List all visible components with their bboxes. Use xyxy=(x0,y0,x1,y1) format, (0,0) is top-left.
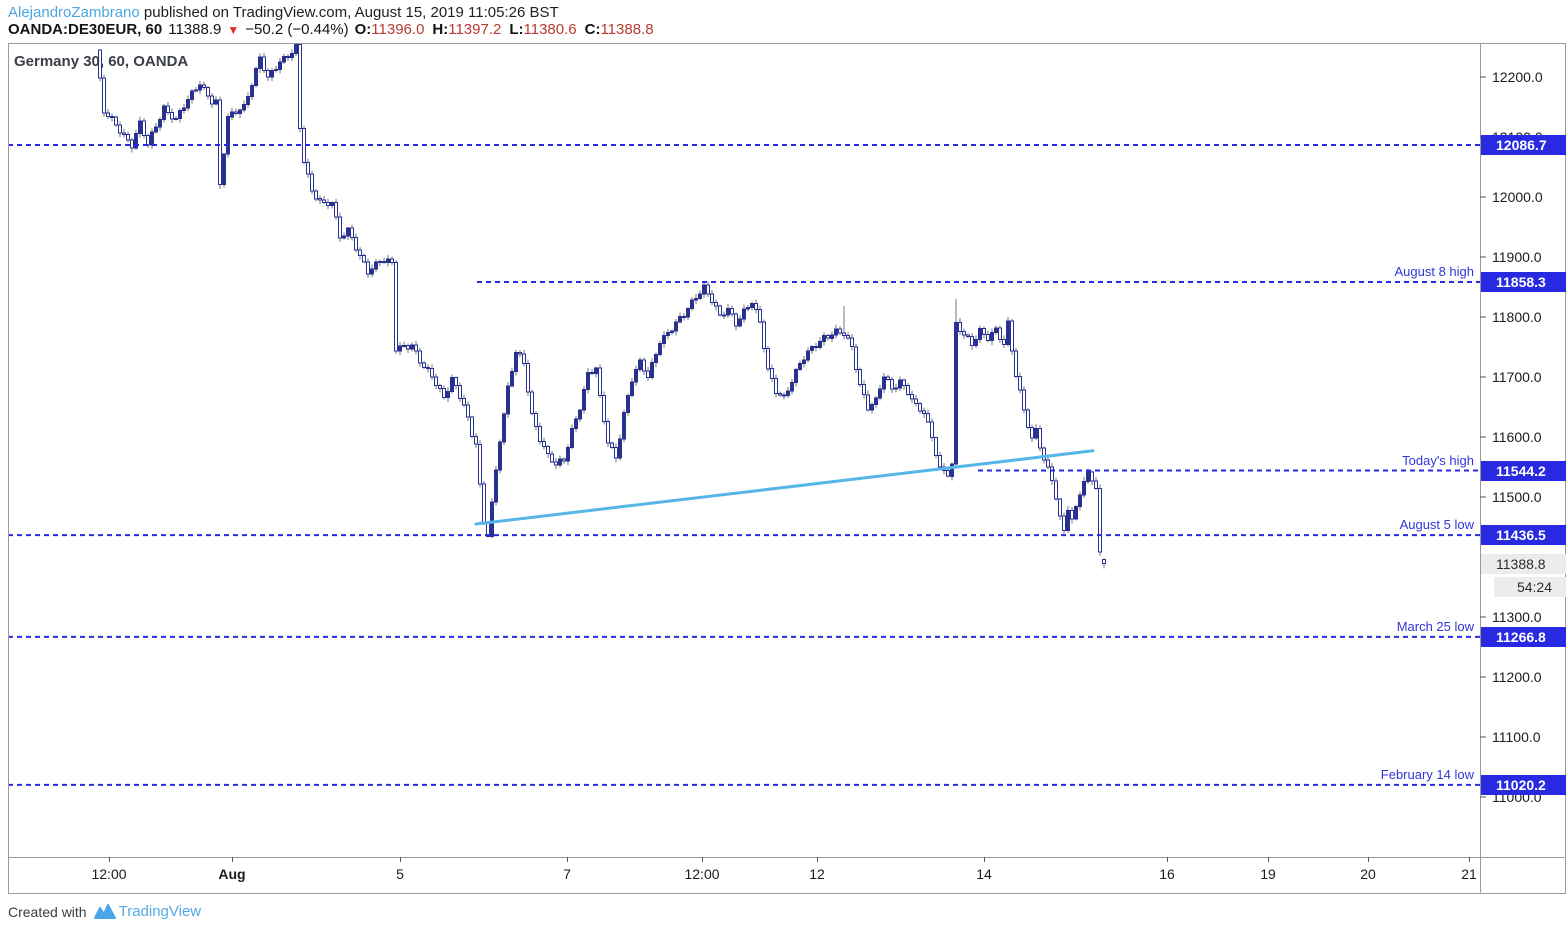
y-axis-tick-label: 11700.0 xyxy=(1492,369,1542,385)
bar-countdown-badge: 54:24 xyxy=(1494,576,1566,597)
y-axis-tick-label: 11100.0 xyxy=(1492,729,1541,745)
x-axis-tick-label: 19 xyxy=(1260,866,1276,882)
change-value: −50.2 (−0.44%) xyxy=(245,21,349,38)
level-label: Today's high xyxy=(1402,452,1474,468)
candlestick-series xyxy=(98,43,1106,569)
open-value: 11396.0 xyxy=(371,21,425,38)
tradingview-logo[interactable] xyxy=(93,904,116,919)
x-axis-tick-label: Aug xyxy=(218,866,246,882)
chart-frame xyxy=(8,43,1566,894)
price-level-badge: 12086.7 xyxy=(1481,135,1566,155)
close-label: C: xyxy=(584,21,601,38)
y-axis-tick-label: 11300.0 xyxy=(1492,609,1542,625)
current-price-badge: 11388.8 xyxy=(1481,553,1566,574)
close-value: 11388.8 xyxy=(600,21,654,38)
x-axis-tick-label: 16 xyxy=(1159,866,1175,882)
price-level-badge: 11436.5 xyxy=(1481,525,1566,546)
y-axis-tick-label: 12200.0 xyxy=(1492,69,1543,85)
author-link[interactable]: AlejandroZambrano xyxy=(8,4,140,21)
last-price-value: 11388.9 xyxy=(168,21,222,38)
footer-credit: Created with TradingView xyxy=(8,903,201,920)
low-label: L: xyxy=(509,21,524,38)
created-with-text: Created with xyxy=(8,903,87,920)
level-label: August 5 low xyxy=(1399,517,1474,533)
level-label: August 8 high xyxy=(1394,264,1474,279)
publish-line: AlejandroZambrano published on TradingVi… xyxy=(8,4,559,21)
level-label: February 14 low xyxy=(1380,766,1474,782)
low-value: 11380.6 xyxy=(523,21,577,38)
y-axis-tick-label: 11800.0 xyxy=(1492,309,1542,325)
publish-text: published on TradingView.com, August 15,… xyxy=(139,4,559,21)
down-arrow-icon: ▼ xyxy=(227,23,240,37)
symbol-ohlc-line: OANDA:DE30EUR, 60 11388.9 ▼ −50.2 (−0.44%) O… xyxy=(8,21,662,38)
chart-title: Germany 30, 60, OANDA xyxy=(14,53,189,70)
x-axis-tick-label: 12:00 xyxy=(91,866,127,882)
x-axis-tick-label: 21 xyxy=(1461,866,1477,882)
x-axis-tick-label: 7 xyxy=(563,866,571,882)
price-level-badge: 11266.8 xyxy=(1481,626,1566,647)
level-label: March 25 low xyxy=(1396,618,1474,634)
level-lines xyxy=(8,144,1488,786)
price-level-badge: 11020.2 xyxy=(1481,774,1566,795)
high-label: H: xyxy=(432,21,449,38)
y-axis-tick-label: 11900.0 xyxy=(1492,249,1542,265)
trend-line xyxy=(474,449,1095,526)
symbol-name: OANDA:DE30EUR, 60 xyxy=(8,21,163,38)
y-axis-tick-label: 11600.0 xyxy=(1492,429,1542,445)
tradingview-link[interactable]: TradingView xyxy=(118,903,202,920)
y-axis-tick-label: 12000.0 xyxy=(1492,189,1543,205)
open-label: O: xyxy=(354,21,372,38)
x-axis-tick-label: 12 xyxy=(809,866,825,882)
x-axis-tick-label: 5 xyxy=(396,866,404,882)
x-axis-tick-label: 20 xyxy=(1360,866,1376,882)
price-level-badge: 11858.3 xyxy=(1481,272,1566,292)
x-axis-tick-label: 12:00 xyxy=(684,866,720,882)
y-axis-tick-label: 11200.0 xyxy=(1492,669,1542,685)
y-axis-tick-label: 11500.0 xyxy=(1492,489,1542,505)
high-value: 11397.2 xyxy=(448,21,502,38)
axis-tick-marks xyxy=(109,76,1486,862)
price-level-badge: 11544.2 xyxy=(1481,460,1566,481)
x-axis-tick-label: 14 xyxy=(976,866,992,882)
